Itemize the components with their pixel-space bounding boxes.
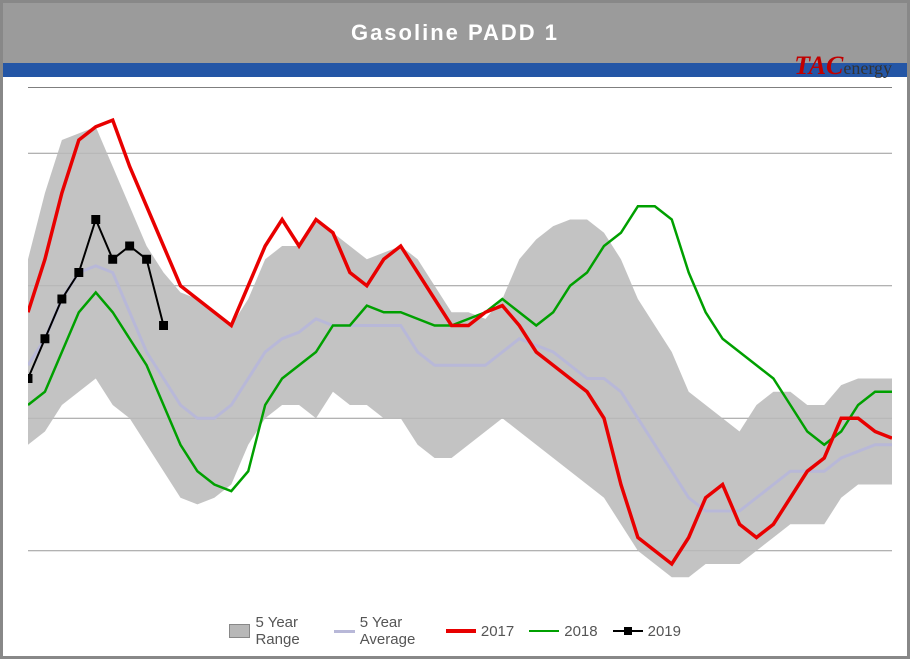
legend: 5 Year Range 5 Year Average 2017 2018 20… [229, 614, 681, 648]
title-bar: Gasoline PADD 1 TACenergy [3, 3, 907, 63]
legend-item-2018: 2018 [529, 623, 597, 640]
legend-label-2017: 2017 [481, 623, 514, 640]
plot-svg [28, 87, 892, 617]
legend-line-avg-icon [334, 630, 355, 633]
legend-swatch-range-icon [229, 624, 250, 638]
brand-logo: TACenergy [794, 51, 892, 81]
legend-line-2018-icon [529, 630, 559, 633]
legend-marker-2019-icon [613, 625, 643, 637]
legend-item-avg: 5 Year Average [334, 614, 431, 648]
logo-black-text: energy [843, 58, 892, 78]
legend-item-range: 5 Year Range [229, 614, 319, 648]
legend-label-2018: 2018 [564, 623, 597, 640]
chart-container: Gasoline PADD 1 TACenergy 5 Year Range 5… [0, 0, 910, 659]
chart-title: Gasoline PADD 1 [351, 20, 559, 46]
legend-label-avg: 5 Year Average [360, 614, 431, 648]
legend-item-2019: 2019 [613, 623, 681, 640]
accent-band [3, 63, 907, 77]
legend-label-range: 5 Year Range [255, 614, 318, 648]
legend-line-2017-icon [446, 629, 476, 633]
legend-label-2019: 2019 [648, 623, 681, 640]
plot-area [28, 87, 892, 617]
legend-item-2017: 2017 [446, 623, 514, 640]
logo-red-text: TAC [794, 51, 843, 80]
